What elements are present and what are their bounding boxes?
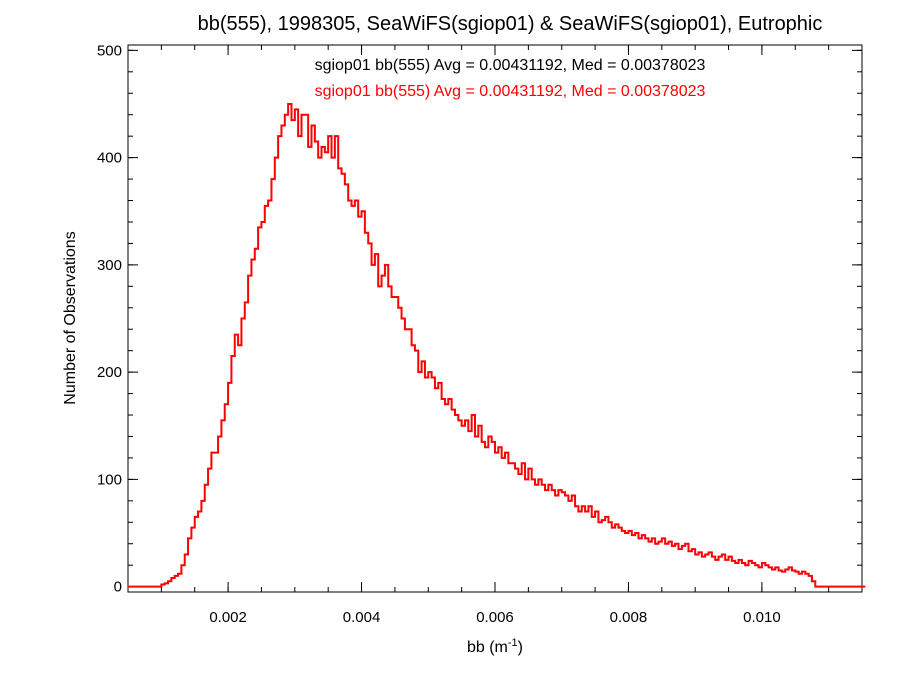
x-tick-label: 0.006 xyxy=(476,609,514,626)
y-tick-label: 400 xyxy=(97,150,122,167)
y-tick-label: 100 xyxy=(97,471,122,488)
x-axis-label-sup: -1 xyxy=(508,637,518,649)
stats-annotation-black: sgiop01 bb(555) Avg = 0.00431192, Med = … xyxy=(315,57,706,74)
chart-title: bb(555), 1998305, SeaWiFS(sgiop01) & Sea… xyxy=(198,13,823,35)
histogram-series-line xyxy=(128,102,866,588)
x-tick-label: 0.008 xyxy=(610,609,648,626)
x-tick-label: 0.004 xyxy=(343,609,381,626)
plot-frame xyxy=(127,44,863,593)
y-axis-ticks: 0 100 200 300 400 500 xyxy=(97,42,862,596)
y-tick-label: 200 xyxy=(97,364,122,381)
x-tick-label: 0.010 xyxy=(743,609,781,626)
x-axis-label-base: bb (m xyxy=(467,639,508,656)
y-tick-label: 500 xyxy=(97,42,122,59)
x-axis-ticks: 0.002 0.004 0.006 0.008 0.010 xyxy=(127,45,863,626)
x-axis-label: bb (m-1) xyxy=(467,637,523,656)
stats-annotation-red: sgiop01 bb(555) Avg = 0.00431192, Med = … xyxy=(315,83,706,100)
x-tick-label: 0.002 xyxy=(209,609,247,626)
x-axis-label-close: ) xyxy=(518,639,523,656)
y-tick-label: 300 xyxy=(97,257,122,274)
y-tick-label: 0 xyxy=(114,579,122,596)
y-axis-label: Number of Observations xyxy=(62,231,79,404)
